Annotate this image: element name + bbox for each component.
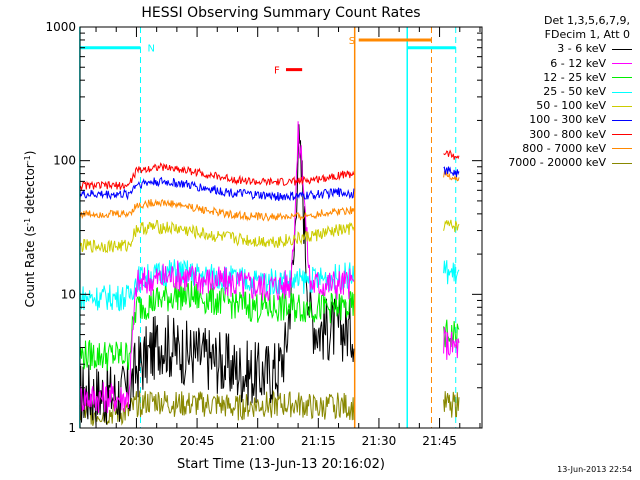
series-line-3 xyxy=(79,259,460,312)
series-segment xyxy=(79,176,355,202)
x-tick-label: 21:15 xyxy=(301,434,336,448)
legend-entry: 3 - 6 keV xyxy=(480,42,634,56)
series-segment xyxy=(443,170,460,182)
legend-entry: 800 - 7000 keV xyxy=(480,142,634,156)
legend-entry-label: 12 - 25 keV xyxy=(543,70,606,84)
legend-swatch xyxy=(612,134,632,136)
x-tick-label: 20:30 xyxy=(119,434,154,448)
series-segment xyxy=(443,166,460,178)
legend-swatch xyxy=(612,148,632,150)
x-axis-label: Start Time (13-Jun-13 20:16:02) xyxy=(177,457,385,472)
series-line-5 xyxy=(79,166,460,202)
series-segment xyxy=(443,391,460,418)
legend-swatch xyxy=(612,77,632,79)
legend-entry-label: 7000 - 20000 keV xyxy=(508,156,606,170)
x-tick-label: 21:45 xyxy=(422,434,457,448)
legend-swatch xyxy=(612,105,632,107)
chart-title: HESSI Observing Summary Count Rates xyxy=(141,5,420,21)
legend-swatch xyxy=(612,49,632,50)
flag-label-N: N xyxy=(147,44,154,55)
flag-label-S: S xyxy=(349,36,355,47)
legend-entry-label: 100 - 300 keV xyxy=(529,113,606,127)
legend-header-line-2: FDecim 1, Att 0 xyxy=(544,28,630,42)
series-segment xyxy=(443,326,460,360)
legend-entry: 50 - 100 keV xyxy=(480,99,634,113)
series-segment xyxy=(443,260,460,285)
y-axis-label: Count Rate (s-1 detector-1) xyxy=(23,151,38,308)
legend-entry-label: 800 - 7000 keV xyxy=(522,141,606,155)
legend-entry-label: 50 - 100 keV xyxy=(536,99,606,113)
axes-layer: 1 10 100 1000 20:30 20:45 21:00 21:15 21:30 21:45 xyxy=(45,20,483,448)
series-segment xyxy=(79,162,355,192)
legend-entry-label: 25 - 50 keV xyxy=(543,85,606,99)
series-segment xyxy=(443,149,460,160)
series-segment xyxy=(79,279,355,371)
legend-header-line-1: Det 1,3,5,6,7,9, xyxy=(543,14,630,27)
plot-frame xyxy=(79,26,483,429)
legend-entry-label: 300 - 800 keV xyxy=(529,127,606,141)
y-tick-label: 10 xyxy=(61,287,76,301)
y-tick-label: 1000 xyxy=(45,20,76,34)
series-segment xyxy=(79,389,355,427)
legend-entries: 3 - 6 keV 6 - 12 keV 12 - 25 keV 25 - 50 ke… xyxy=(480,42,634,170)
legend-entry: 12 - 25 keV xyxy=(480,71,634,85)
legend-entry-label: 3 - 6 keV xyxy=(557,42,606,56)
legend-entry: 25 - 50 keV xyxy=(480,85,634,99)
y-tick-label: 1 xyxy=(68,421,76,435)
series-line-7 xyxy=(79,170,460,222)
legend-swatch xyxy=(612,63,632,65)
legend-entry: 7000 - 20000 keV xyxy=(480,156,634,170)
series-segment xyxy=(79,259,355,312)
legend: Det 1,3,5,6,7,9, FDecim 1, Att 0 3 - 6 k… xyxy=(480,14,634,170)
legend-entry: 300 - 800 keV xyxy=(480,128,634,142)
x-tick-label: 21:00 xyxy=(240,434,275,448)
series-line-8 xyxy=(79,389,460,427)
series-segment xyxy=(79,121,355,414)
flag-label-F: F xyxy=(274,66,280,77)
series-line-6 xyxy=(79,149,460,192)
series-segment xyxy=(443,219,460,233)
legend-entry: 6 - 12 keV xyxy=(480,57,634,71)
series-line-4 xyxy=(79,219,460,254)
legend-entry-label: 6 - 12 keV xyxy=(550,56,606,70)
legend-swatch xyxy=(612,162,632,164)
x-tick-label: 21:30 xyxy=(362,434,397,448)
legend-swatch xyxy=(612,120,632,122)
legend-swatch xyxy=(612,91,632,93)
series-line-1 xyxy=(79,121,460,414)
series-segment xyxy=(79,219,355,254)
footer-date: 13-Jun-2013 22:54 xyxy=(557,465,632,474)
x-tick-label: 20:45 xyxy=(180,434,215,448)
plot-layer: N S F xyxy=(79,27,460,428)
series-segment xyxy=(79,198,355,222)
y-tick-label: 100 xyxy=(53,154,76,168)
legend-entry: 100 - 300 keV xyxy=(480,113,634,127)
